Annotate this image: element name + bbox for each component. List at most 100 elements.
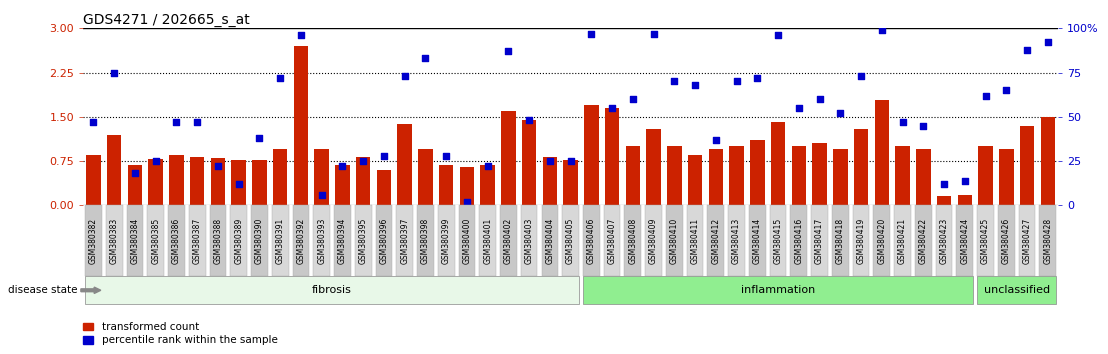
Text: GSM380401: GSM380401 bbox=[483, 218, 492, 264]
Point bbox=[666, 79, 684, 84]
Point bbox=[293, 33, 310, 38]
Point bbox=[749, 75, 767, 81]
Bar bbox=[1019, 126, 1034, 205]
Text: GSM380409: GSM380409 bbox=[649, 217, 658, 264]
Text: GSM380411: GSM380411 bbox=[690, 218, 699, 264]
Point bbox=[1039, 40, 1057, 45]
Text: GSM380388: GSM380388 bbox=[214, 218, 223, 264]
Point bbox=[147, 158, 165, 164]
Bar bbox=[605, 108, 619, 205]
Text: disease state: disease state bbox=[8, 285, 78, 295]
Text: GSM380414: GSM380414 bbox=[752, 218, 762, 264]
Bar bbox=[646, 129, 660, 205]
Bar bbox=[833, 149, 848, 205]
Point bbox=[312, 192, 330, 198]
Point bbox=[935, 181, 953, 187]
Point bbox=[167, 119, 185, 125]
Bar bbox=[439, 165, 453, 205]
Point bbox=[188, 119, 206, 125]
Text: GSM380384: GSM380384 bbox=[131, 218, 140, 264]
Point bbox=[250, 135, 268, 141]
Point bbox=[438, 153, 455, 159]
Text: GSM380385: GSM380385 bbox=[151, 218, 161, 264]
Point bbox=[1018, 47, 1036, 52]
Text: GSM380412: GSM380412 bbox=[711, 218, 720, 264]
Text: GSM380405: GSM380405 bbox=[566, 217, 575, 264]
Point bbox=[790, 105, 808, 111]
Bar bbox=[86, 155, 101, 205]
Bar bbox=[501, 111, 515, 205]
Point bbox=[209, 164, 227, 169]
Bar bbox=[1040, 117, 1055, 205]
Text: fibrosis: fibrosis bbox=[312, 285, 352, 295]
Bar bbox=[315, 149, 329, 205]
Point bbox=[956, 178, 974, 183]
Legend: transformed count, percentile rank within the sample: transformed count, percentile rank withi… bbox=[83, 322, 277, 345]
Bar bbox=[418, 149, 432, 205]
Text: GSM380416: GSM380416 bbox=[794, 218, 803, 264]
Point bbox=[645, 31, 663, 36]
Text: GSM380410: GSM380410 bbox=[670, 218, 679, 264]
Bar bbox=[791, 146, 807, 205]
Bar bbox=[854, 129, 869, 205]
Text: GSM380387: GSM380387 bbox=[193, 218, 202, 264]
Bar bbox=[957, 195, 972, 205]
Text: GSM380386: GSM380386 bbox=[172, 218, 181, 264]
Point bbox=[84, 119, 102, 125]
Text: GSM380389: GSM380389 bbox=[234, 218, 243, 264]
Bar bbox=[874, 100, 889, 205]
Point bbox=[603, 105, 620, 111]
Bar bbox=[211, 158, 225, 205]
Bar bbox=[107, 135, 122, 205]
Bar bbox=[936, 196, 952, 205]
Bar bbox=[999, 149, 1014, 205]
Text: GSM380399: GSM380399 bbox=[442, 217, 451, 264]
Bar bbox=[460, 167, 474, 205]
Bar bbox=[170, 155, 184, 205]
Point bbox=[271, 75, 289, 81]
Bar bbox=[688, 155, 702, 205]
Point bbox=[976, 93, 994, 98]
Text: GSM380404: GSM380404 bbox=[545, 217, 554, 264]
Text: GSM380415: GSM380415 bbox=[773, 218, 782, 264]
Point bbox=[396, 73, 413, 79]
Bar bbox=[522, 120, 536, 205]
Text: GSM380390: GSM380390 bbox=[255, 217, 264, 264]
Bar bbox=[253, 160, 267, 205]
Bar bbox=[398, 124, 412, 205]
Bar bbox=[978, 146, 993, 205]
Point bbox=[541, 158, 558, 164]
Text: unclassified: unclassified bbox=[984, 285, 1049, 295]
Bar bbox=[294, 46, 308, 205]
Point bbox=[873, 27, 891, 33]
Bar bbox=[335, 165, 350, 205]
Bar bbox=[771, 121, 786, 205]
Text: GSM380402: GSM380402 bbox=[504, 218, 513, 264]
Point bbox=[500, 48, 517, 54]
Text: GSM380403: GSM380403 bbox=[524, 217, 534, 264]
Text: GSM380398: GSM380398 bbox=[421, 218, 430, 264]
Point bbox=[769, 33, 787, 38]
Text: GSM380406: GSM380406 bbox=[587, 217, 596, 264]
Bar bbox=[584, 105, 598, 205]
Point bbox=[375, 153, 392, 159]
Point bbox=[583, 31, 601, 36]
Point bbox=[852, 73, 870, 79]
Text: GSM380407: GSM380407 bbox=[607, 217, 617, 264]
Text: GSM380417: GSM380417 bbox=[815, 218, 824, 264]
Point bbox=[562, 158, 579, 164]
Text: GSM380428: GSM380428 bbox=[1044, 218, 1053, 264]
Point bbox=[126, 171, 144, 176]
Point bbox=[334, 164, 351, 169]
Text: GSM380419: GSM380419 bbox=[856, 218, 865, 264]
Bar bbox=[895, 146, 910, 205]
Point bbox=[355, 158, 372, 164]
Point bbox=[707, 137, 725, 143]
Point bbox=[458, 199, 475, 205]
Text: GSM380424: GSM380424 bbox=[961, 218, 970, 264]
Bar bbox=[148, 159, 163, 205]
Text: GSM380400: GSM380400 bbox=[462, 217, 471, 264]
Text: GSM380421: GSM380421 bbox=[899, 218, 907, 264]
Text: GSM380391: GSM380391 bbox=[276, 218, 285, 264]
Bar bbox=[667, 146, 681, 205]
